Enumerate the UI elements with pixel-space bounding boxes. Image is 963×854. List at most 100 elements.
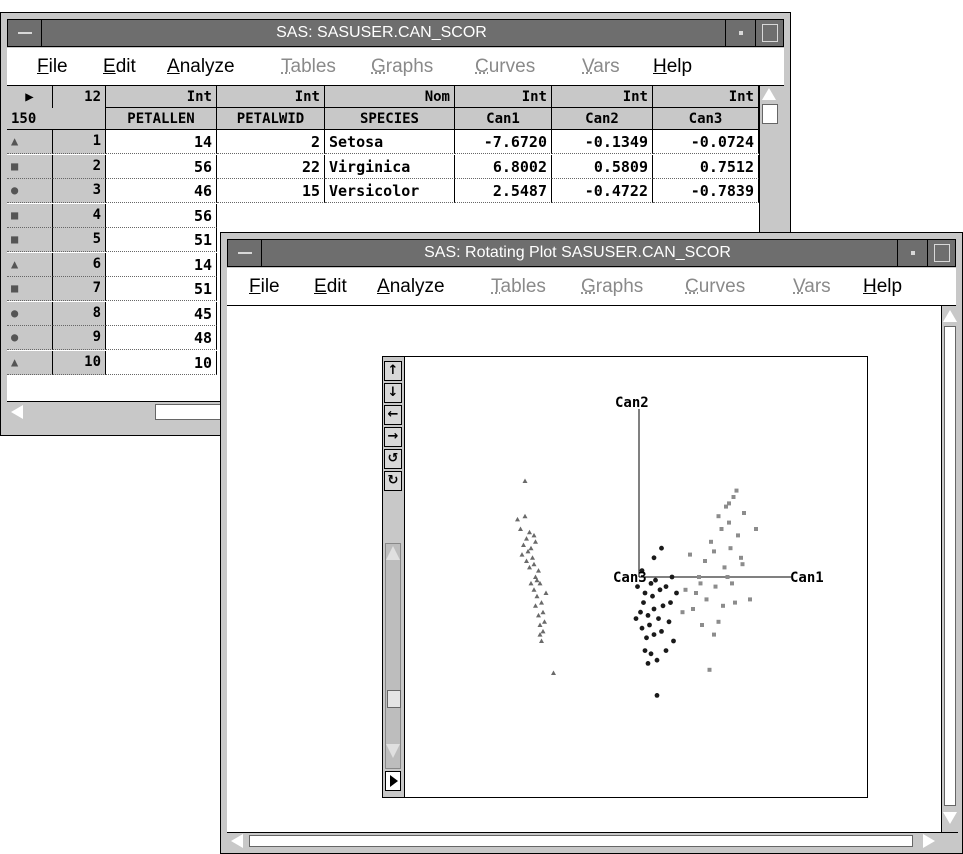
row-marker-icon[interactable]: ▲ [7, 350, 53, 375]
menu-analyze[interactable]: Analyze [377, 276, 445, 297]
column-header-petallen[interactable]: PETALLEN [106, 108, 217, 130]
scatter-point-circle[interactable] [674, 590, 679, 596]
table-cell[interactable]: -0.0724 [653, 130, 759, 154]
scatter-point-triangle[interactable] [528, 580, 534, 586]
system-menu-icon[interactable] [228, 240, 262, 266]
table-cell[interactable]: 2 [217, 130, 325, 154]
scatter-point-triangle[interactable] [542, 619, 547, 624]
scatter-point-square[interactable] [703, 559, 707, 563]
horizontal-scroll-thumb[interactable] [155, 404, 227, 420]
scatter-point-square[interactable] [697, 575, 701, 579]
scatter-point-circle[interactable] [642, 590, 648, 596]
rotate-ccw-icon[interactable]: ↺ [384, 449, 402, 469]
corner-arrow-icon[interactable]: ▶ [7, 86, 53, 108]
scatter-point-triangle[interactable] [528, 545, 534, 551]
row-number[interactable]: 10 [53, 350, 106, 375]
scatter-point-circle[interactable] [654, 693, 660, 698]
table-cell[interactable]: -0.4722 [552, 179, 653, 203]
scatter-point-circle[interactable] [642, 648, 648, 653]
scatter-point-square[interactable] [742, 511, 746, 515]
scroll-down-icon[interactable] [943, 812, 957, 824]
scatter-point-circle[interactable] [657, 587, 663, 593]
row-number[interactable]: 6 [53, 252, 106, 277]
row-marker-icon[interactable]: ■ [7, 277, 53, 301]
scatter-point-circle[interactable] [663, 648, 669, 653]
row-number[interactable]: 9 [53, 326, 106, 350]
table-cell[interactable]: 56 [106, 154, 217, 179]
scatter-point-circle[interactable] [668, 600, 673, 605]
row-marker-icon[interactable]: ▲ [7, 130, 53, 154]
table-cell[interactable]: 45 [106, 301, 217, 326]
scatter-point-square[interactable] [721, 603, 725, 608]
scatter-point-triangle[interactable] [537, 632, 543, 637]
scatter-point-triangle[interactable] [533, 539, 538, 544]
menu-help[interactable]: Help [653, 56, 693, 77]
scatter-point-triangle[interactable] [540, 628, 546, 634]
left-arrow-icon[interactable]: ← [384, 405, 402, 425]
row-number[interactable]: 1 [53, 130, 106, 154]
scatter-point-circle[interactable] [671, 638, 676, 644]
scatter-point-triangle[interactable] [533, 603, 538, 608]
scatter-point-square[interactable] [704, 597, 709, 602]
scatter-point-triangle[interactable] [534, 593, 540, 599]
table-cell[interactable]: 46 [106, 179, 217, 203]
scatter-point-triangle[interactable] [543, 590, 549, 596]
slider-up-icon[interactable] [386, 546, 400, 560]
row-number[interactable]: 4 [53, 203, 106, 228]
scatter-point-triangle[interactable] [521, 542, 526, 548]
slider-down-icon[interactable] [386, 744, 400, 758]
scatter-point-circle[interactable] [647, 622, 652, 628]
table-cell[interactable]: -0.1349 [552, 130, 653, 154]
scatter-point-square[interactable] [691, 607, 695, 611]
minimize-icon[interactable] [725, 20, 755, 46]
speed-slider-track[interactable] [385, 543, 401, 769]
menu-edit[interactable]: Edit [314, 276, 347, 297]
scatter-point-square[interactable] [727, 501, 731, 506]
maximize-icon[interactable] [927, 240, 955, 266]
plot-vertical-scrollbar[interactable] [941, 306, 958, 832]
rotate-cw-icon[interactable]: ↻ [384, 471, 402, 491]
scatter-point-square[interactable] [754, 527, 758, 531]
scatter-point-triangle[interactable] [531, 532, 537, 538]
table-window-titlebar[interactable]: SAS: SASUSER.CAN_SCOR [7, 19, 784, 47]
row-number[interactable]: 8 [53, 301, 106, 326]
menu-help[interactable]: Help [863, 276, 903, 297]
scatter-point-square[interactable] [709, 539, 713, 544]
scatter-point-circle[interactable] [663, 584, 669, 589]
plot-window-titlebar[interactable]: SAS: Rotating Plot SASUSER.CAN_SCOR [227, 239, 956, 267]
scatter-point-circle[interactable] [653, 577, 658, 583]
column-header-petalwid[interactable]: PETALWID [217, 108, 325, 130]
scroll-up-icon[interactable] [762, 88, 776, 100]
scatter-point-square[interactable] [713, 584, 718, 589]
row-marker-icon[interactable]: ▲ [7, 252, 53, 277]
table-cell[interactable]: 51 [106, 228, 217, 252]
up-arrow-icon[interactable]: ↑ [384, 361, 402, 381]
down-arrow-icon[interactable]: ↓ [384, 383, 402, 403]
scatter-point-triangle[interactable] [527, 529, 532, 535]
menu-file[interactable]: File [37, 56, 68, 77]
scatter-point-circle[interactable] [669, 574, 675, 580]
scatter-point-circle[interactable] [651, 606, 657, 612]
scatter-point-circle[interactable] [648, 581, 654, 586]
slider-thumb[interactable] [387, 690, 401, 708]
scatter-point-square[interactable] [716, 514, 721, 519]
row-marker-icon[interactable]: ■ [7, 203, 53, 228]
scroll-thumb[interactable] [762, 104, 778, 124]
column-header-species[interactable]: SPECIES [325, 108, 455, 130]
scatter-point-triangle[interactable] [524, 558, 529, 564]
scatter-point-circle[interactable] [659, 629, 664, 634]
scatter-point-triangle[interactable] [551, 670, 556, 676]
scatter-point-circle[interactable] [639, 568, 645, 573]
scatter-point-circle[interactable] [659, 545, 664, 551]
scatter-point-square[interactable] [712, 549, 716, 554]
minimize-icon[interactable] [897, 240, 927, 266]
scatter-point-circle[interactable] [650, 593, 655, 599]
scatter-point-circle[interactable] [654, 657, 660, 663]
scatter-point-circle[interactable] [666, 619, 672, 625]
scatter-point-circle[interactable] [660, 603, 666, 609]
scatter-point-square[interactable] [683, 587, 688, 592]
column-header-can1[interactable]: Can1 [455, 108, 552, 130]
table-cell[interactable]: 6.8002 [455, 154, 552, 179]
row-marker-icon[interactable]: ■ [7, 154, 53, 179]
scatter-point-square[interactable] [680, 610, 685, 615]
